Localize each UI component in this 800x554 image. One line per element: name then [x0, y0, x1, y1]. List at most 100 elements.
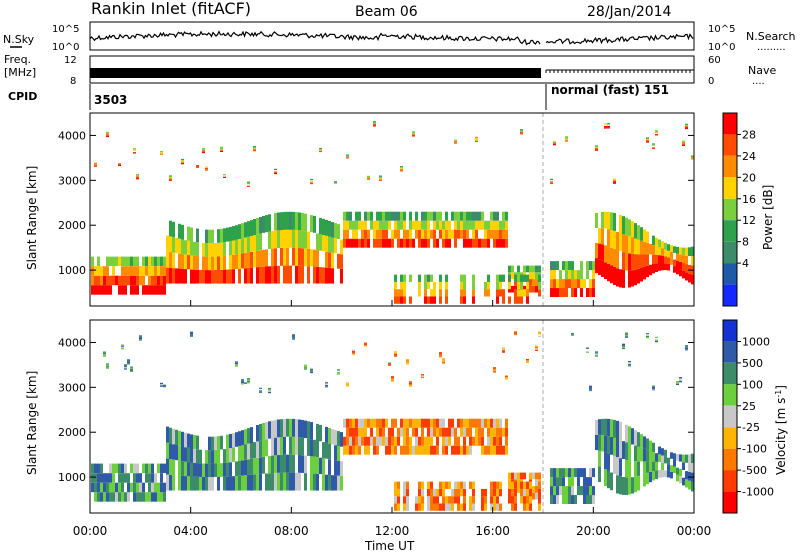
- data-cell: [502, 350, 505, 352]
- data-cell: [367, 211, 370, 221]
- data-cell: [379, 229, 382, 239]
- data-cell: [688, 264, 691, 274]
- data-cell: [124, 266, 127, 276]
- data-cell: [352, 418, 355, 428]
- data-cell: [310, 182, 313, 185]
- data-cell: [355, 427, 358, 437]
- data-cell: [418, 418, 421, 428]
- data-cell: [232, 476, 235, 491]
- data-cell: [604, 262, 607, 280]
- data-cell: [487, 238, 490, 248]
- data-cell: [136, 178, 139, 180]
- data-cell: [169, 427, 172, 444]
- data-cell: [475, 136, 478, 138]
- data-cell: [475, 229, 478, 239]
- data-cell: [364, 229, 367, 239]
- data-cell: [559, 468, 562, 478]
- data-cell: [517, 274, 520, 282]
- data-cell: [379, 178, 382, 180]
- data-cell: [565, 137, 568, 139]
- data-cell: [598, 227, 601, 244]
- data-cell: [553, 279, 556, 289]
- data-cell: [220, 228, 223, 243]
- x-axis-label: Time UT: [364, 539, 415, 553]
- data-cell: [508, 472, 511, 480]
- data-cell: [652, 385, 655, 387]
- data-cell: [268, 387, 271, 390]
- data-cell: [628, 365, 631, 367]
- data-cell: [427, 220, 430, 230]
- data-cell: [505, 436, 508, 446]
- data-cell: [610, 437, 613, 455]
- data-cell: [100, 463, 103, 474]
- data-cell: [571, 468, 574, 478]
- data-cell: [526, 296, 529, 304]
- data-cell: [364, 345, 367, 347]
- data-cell: [265, 473, 268, 491]
- data-cell: [400, 166, 403, 168]
- data-cell: [520, 481, 523, 489]
- data-cell: [388, 220, 391, 230]
- data-cell: [352, 229, 355, 239]
- data-cell: [490, 503, 493, 511]
- data-cell: [628, 270, 631, 288]
- data-cell: [190, 434, 193, 449]
- data-cell: [685, 471, 688, 480]
- data-cell: [334, 430, 337, 446]
- data-cell: [490, 418, 493, 428]
- data-cell: [292, 211, 295, 230]
- data-cell: [520, 496, 523, 504]
- data-cell: [460, 503, 463, 511]
- colorbar-tick-label: 12: [742, 214, 756, 227]
- data-cell: [685, 345, 688, 347]
- data-cell: [676, 253, 679, 261]
- data-cell: [367, 445, 370, 455]
- data-cell: [136, 256, 139, 267]
- data-cell: [427, 503, 430, 511]
- data-cell: [142, 285, 145, 295]
- data-cell: [472, 503, 475, 511]
- data-cell: [337, 373, 340, 375]
- data-cell: [235, 239, 238, 255]
- data-cell: [643, 436, 646, 449]
- data-cell: [499, 274, 502, 282]
- data-cell: [190, 269, 193, 284]
- data-cell: [127, 361, 130, 364]
- colorbar-tick-label: 1000: [742, 335, 770, 348]
- data-cell: [496, 211, 499, 221]
- data-cell: [457, 481, 460, 489]
- data-cell: [124, 473, 127, 483]
- data-cell: [442, 427, 445, 437]
- data-cell: [412, 427, 415, 437]
- data-cell: [337, 460, 340, 476]
- data-cell: [508, 481, 511, 489]
- x-tick-label: 04:00: [173, 524, 208, 538]
- data-cell: [412, 445, 415, 455]
- data-cell: [472, 481, 475, 489]
- data-cell: [322, 442, 325, 459]
- data-cell: [208, 243, 211, 257]
- data-cell: [514, 274, 517, 282]
- data-cell: [613, 230, 616, 249]
- data-cell: [610, 247, 613, 266]
- data-cell: [397, 229, 400, 239]
- data-cell: [679, 377, 682, 379]
- data-cell: [658, 454, 661, 463]
- data-cell: [364, 211, 367, 221]
- data-cell: [427, 481, 430, 489]
- data-cell: [439, 229, 442, 239]
- data-cell: [358, 427, 361, 437]
- data-cell: [481, 211, 484, 221]
- data-cell: [415, 445, 418, 455]
- data-cell: [475, 139, 478, 141]
- data-cell: [646, 254, 649, 266]
- data-cell: [454, 488, 457, 497]
- data-cell: [100, 492, 103, 502]
- data-cell: [298, 230, 301, 249]
- data-cell: [514, 333, 517, 336]
- data-cell: [214, 463, 217, 477]
- data-cell: [505, 229, 508, 239]
- data-cell: [460, 229, 463, 239]
- data-cell: [313, 439, 316, 457]
- data-cell: [628, 219, 631, 237]
